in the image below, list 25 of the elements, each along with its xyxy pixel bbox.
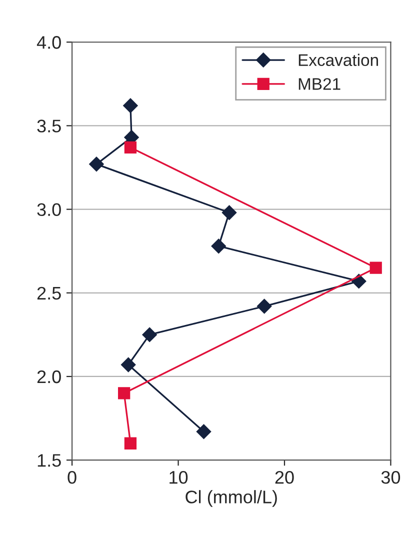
y-tick-label: 3.5 <box>37 120 61 132</box>
x-tick-label: 20 <box>275 470 294 484</box>
legend-label: MB21 <box>298 78 340 90</box>
x-tick-label: 30 <box>381 470 400 484</box>
point <box>120 357 136 372</box>
point <box>370 262 382 274</box>
x-tick-label: 10 <box>170 470 188 484</box>
y-tick-label: 2.5 <box>37 286 61 300</box>
point <box>118 387 130 400</box>
point <box>124 141 137 154</box>
y-tick-label: 2.0 <box>37 370 61 384</box>
point <box>196 424 212 440</box>
point <box>222 205 237 220</box>
point <box>256 298 272 314</box>
x-axis-title: Cl (mmol/L) <box>186 490 277 507</box>
point <box>124 437 137 450</box>
point <box>123 98 138 114</box>
legend-label: Excavation <box>298 54 378 66</box>
x-tick-label: 0 <box>68 470 76 484</box>
point <box>89 156 104 172</box>
point <box>142 327 157 342</box>
point <box>211 238 226 254</box>
y-tick-label: 1.5 <box>38 454 61 467</box>
y-tick-label: 3.0 <box>37 203 61 216</box>
y-tick-label: 4.0 <box>36 36 61 49</box>
